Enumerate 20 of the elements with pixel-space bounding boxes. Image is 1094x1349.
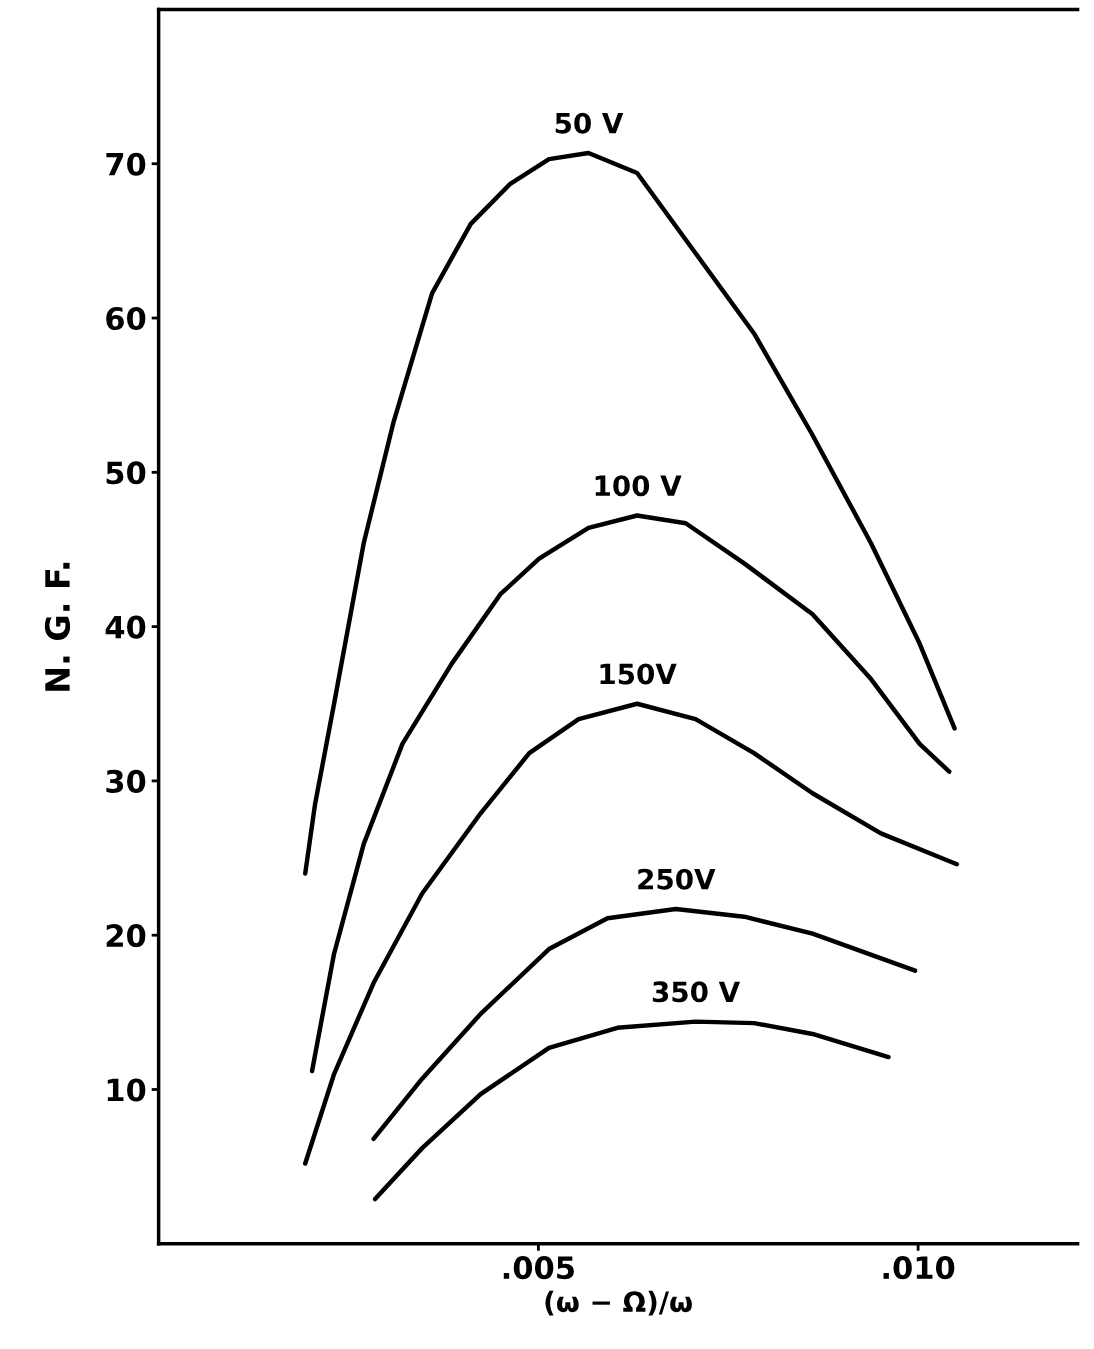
line-series [302, 701, 960, 1166]
y-tick-label: 30 [106, 769, 146, 793]
line-series [372, 1019, 891, 1202]
y-tick-label: 20 [106, 924, 146, 948]
y-tick-label: 10 [107, 1078, 146, 1102]
series-label: 350 V [652, 981, 741, 1003]
x-tick-label: .005 [503, 1256, 574, 1280]
x-axis-title: (ω − Ω)/ω [545, 1290, 692, 1316]
series-label: 250V [638, 868, 716, 890]
line-series [371, 906, 918, 1142]
line-series [309, 513, 952, 1074]
x-tick-label: .010 [883, 1256, 955, 1280]
y-tick-label: 70 [106, 152, 146, 176]
y-tick-label: 40 [105, 615, 146, 639]
y-tick-label: 50 [106, 461, 146, 485]
series-label: 50 V [555, 112, 624, 134]
series-label: 100 V [595, 475, 682, 497]
y-tick-label: 60 [106, 306, 146, 331]
y-axis-title: N. G. F. [44, 562, 71, 691]
series-label: 150V [600, 663, 677, 685]
